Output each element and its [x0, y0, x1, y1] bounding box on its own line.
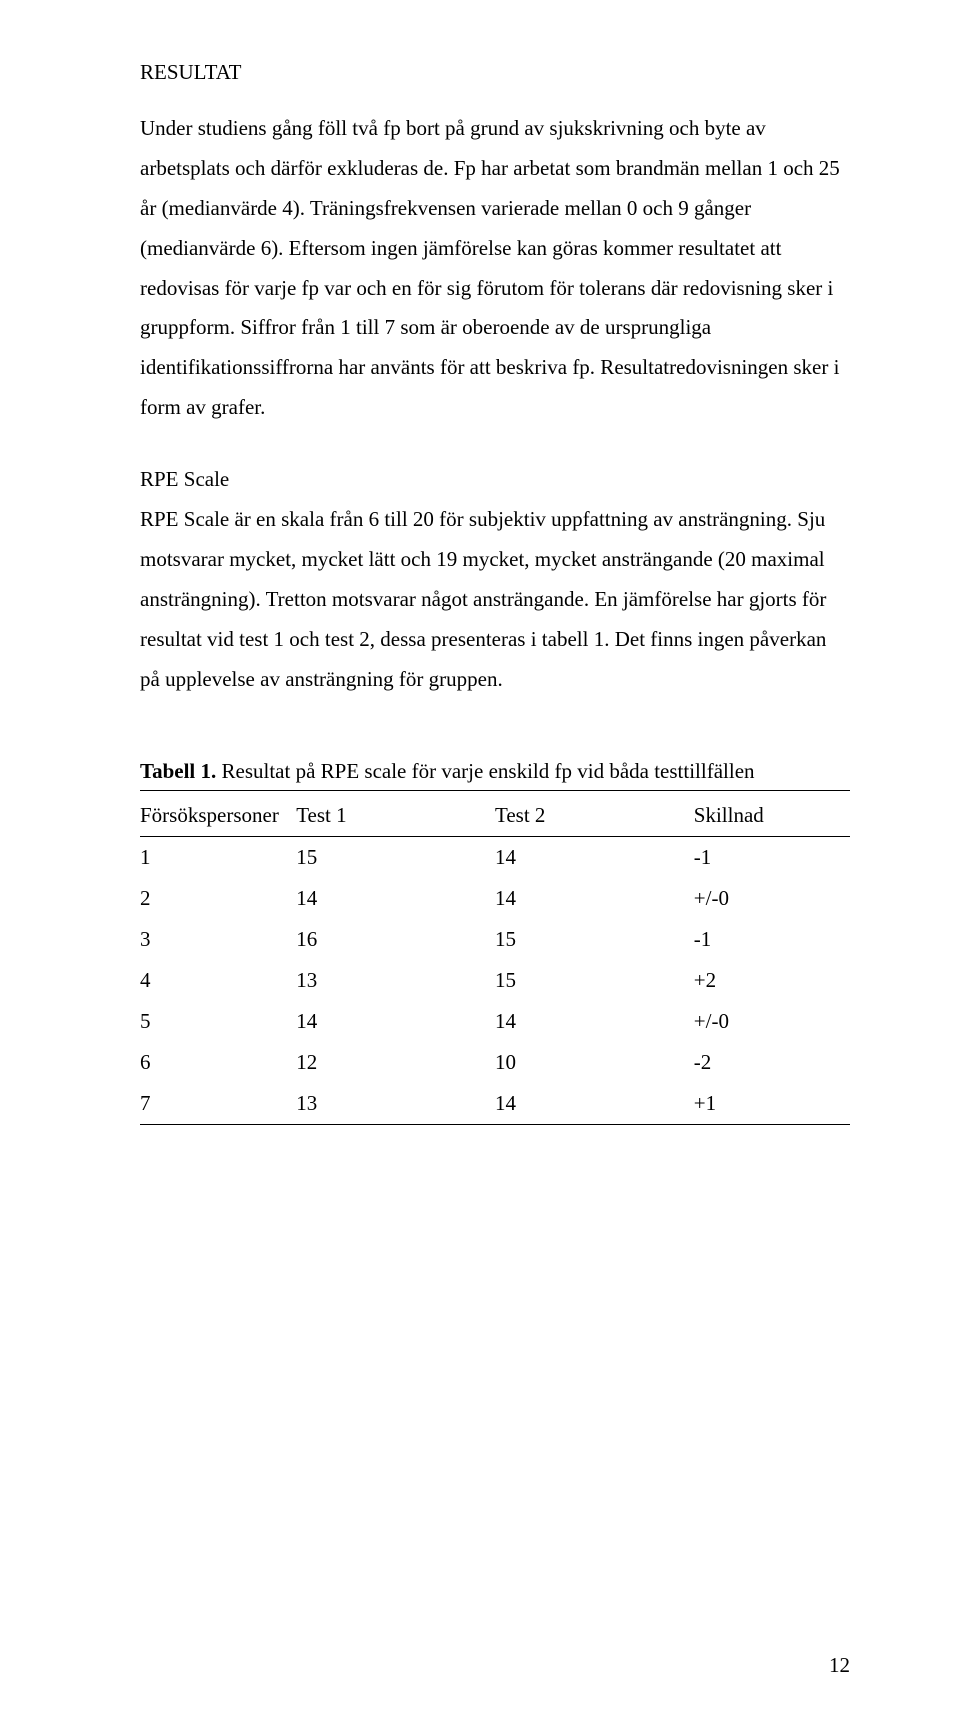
cell-diff: -2 [694, 1042, 850, 1083]
cell-fp: 5 [140, 1001, 296, 1042]
cell-diff: +/-0 [694, 1001, 850, 1042]
col-header-t2: Test 2 [495, 797, 694, 837]
cell-diff: -1 [694, 837, 850, 879]
table-row: 6 12 10 -2 [140, 1042, 850, 1083]
cell-t2: 14 [495, 1083, 694, 1125]
table-caption-label: Tabell 1. [140, 759, 216, 783]
table-header-row: Försökspersoner Test 1 Test 2 Skillnad [140, 797, 850, 837]
cell-diff: -1 [694, 919, 850, 960]
rpe-table: Försökspersoner Test 1 Test 2 Skillnad 1… [140, 797, 850, 1125]
rpe-paragraph: RPE Scale är en skala från 6 till 20 för… [140, 500, 850, 699]
cell-t1: 16 [296, 919, 495, 960]
col-header-t1: Test 1 [296, 797, 495, 837]
cell-t1: 13 [296, 1083, 495, 1125]
table-caption-text: Resultat på RPE scale för varje enskild … [216, 759, 754, 783]
cell-t2: 15 [495, 960, 694, 1001]
cell-t2: 15 [495, 919, 694, 960]
cell-t2: 14 [495, 1001, 694, 1042]
intro-paragraph: Under studiens gång föll två fp bort på … [140, 109, 850, 428]
cell-diff: +1 [694, 1083, 850, 1125]
table-row: 4 13 15 +2 [140, 960, 850, 1001]
cell-fp: 4 [140, 960, 296, 1001]
cell-t1: 14 [296, 878, 495, 919]
rpe-heading: RPE Scale [140, 460, 850, 500]
cell-t1: 14 [296, 1001, 495, 1042]
cell-t2: 10 [495, 1042, 694, 1083]
col-header-diff: Skillnad [694, 797, 850, 837]
cell-fp: 3 [140, 919, 296, 960]
page-number: 12 [829, 1653, 850, 1678]
cell-fp: 2 [140, 878, 296, 919]
table-row: 3 16 15 -1 [140, 919, 850, 960]
table-caption: Tabell 1. Resultat på RPE scale för varj… [140, 759, 850, 791]
cell-t1: 15 [296, 837, 495, 879]
document-page: RESULTAT Under studiens gång föll två fp… [0, 0, 960, 1718]
cell-fp: 1 [140, 837, 296, 879]
cell-t2: 14 [495, 837, 694, 879]
section-title: RESULTAT [140, 60, 850, 85]
col-header-fp: Försökspersoner [140, 797, 296, 837]
cell-diff: +/-0 [694, 878, 850, 919]
table-row: 2 14 14 +/-0 [140, 878, 850, 919]
table-row: 7 13 14 +1 [140, 1083, 850, 1125]
cell-diff: +2 [694, 960, 850, 1001]
cell-fp: 7 [140, 1083, 296, 1125]
table-row: 1 15 14 -1 [140, 837, 850, 879]
table-row: 5 14 14 +/-0 [140, 1001, 850, 1042]
cell-t2: 14 [495, 878, 694, 919]
cell-t1: 12 [296, 1042, 495, 1083]
cell-fp: 6 [140, 1042, 296, 1083]
cell-t1: 13 [296, 960, 495, 1001]
